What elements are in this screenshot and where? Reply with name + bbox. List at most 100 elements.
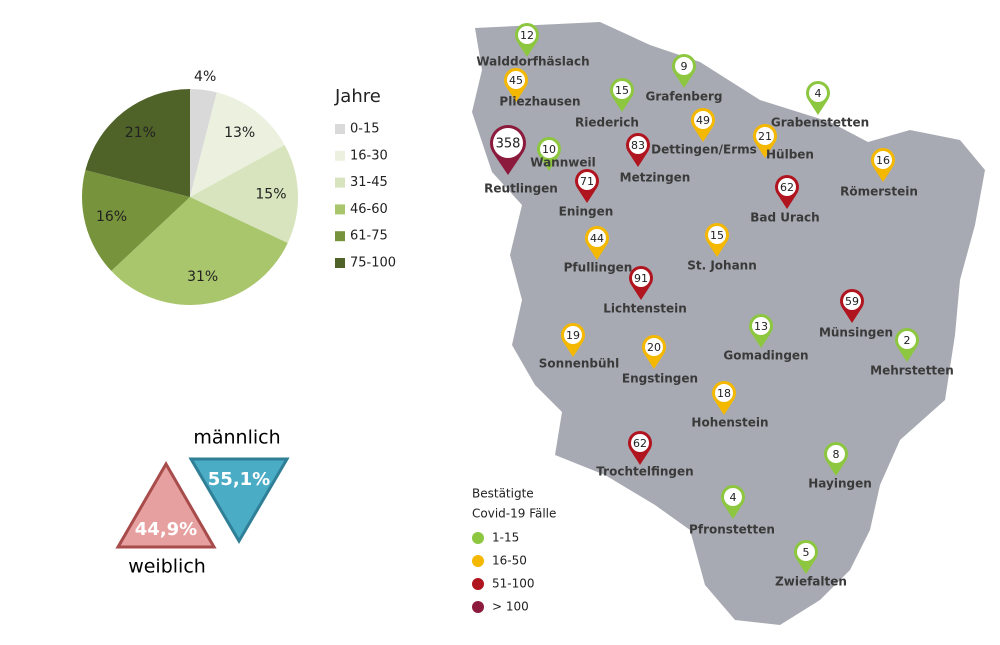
town-name: Pliezhausen: [499, 95, 580, 109]
town-name: Hülben: [766, 148, 814, 162]
pin-center: [898, 331, 916, 349]
town-cases: 62: [633, 437, 647, 450]
town-name: Trochtelfingen: [596, 465, 693, 479]
pie-legend-label: 16-30: [350, 148, 388, 163]
pie-legend-label: 46-60: [350, 202, 388, 217]
town-name: Grabenstetten: [771, 116, 869, 130]
pie-value-label: 31%: [187, 269, 218, 285]
pin-center: [588, 229, 606, 247]
town-name: Wannweil: [530, 156, 595, 170]
town-cases: 15: [710, 229, 724, 242]
pie-value-label: 15%: [255, 186, 286, 202]
pie-slice: [190, 144, 298, 243]
pie-legend-swatch: [335, 124, 345, 134]
map-legend-title: Bestätigte: [472, 487, 534, 501]
pie-slice: [190, 92, 285, 197]
pin-center: [540, 140, 558, 158]
town-name: Walddorfhäslach: [476, 55, 589, 69]
map-legend-label: > 100: [492, 600, 529, 614]
pie-legend-label: 31-45: [350, 175, 388, 190]
pie-value-label: 4%: [194, 69, 216, 85]
pie-value-label: 13%: [224, 125, 255, 141]
town-cases: 5: [803, 546, 810, 559]
pie-slice: [85, 89, 190, 197]
pin-center: [797, 543, 815, 561]
pie-legend-swatch: [335, 258, 345, 268]
pin-center: [564, 326, 582, 344]
female-value: 44,9%: [135, 519, 197, 540]
pie-slice: [190, 89, 217, 197]
town-cases: 18: [717, 387, 731, 400]
pin-center: [874, 151, 892, 169]
town-name: Grafenberg: [645, 90, 722, 104]
town-cases: 19: [566, 329, 580, 342]
town-cases: 71: [580, 175, 594, 188]
town-cases: 62: [780, 181, 794, 194]
map-legend-label: 1-15: [492, 531, 519, 545]
pin-center: [694, 111, 712, 129]
pin-center: [752, 317, 770, 335]
town-name: Mehrstetten: [870, 364, 954, 378]
town-name: Eningen: [559, 205, 614, 219]
map-legend-label: 51-100: [492, 577, 535, 591]
pin-center: [827, 445, 845, 463]
male-label: männlich: [193, 427, 280, 449]
pie-value-label: 21%: [125, 125, 156, 141]
town-cases: 13: [754, 320, 768, 333]
pin-center: [675, 57, 693, 75]
town-name: Sonnenbühl: [539, 357, 619, 371]
town-cases: 15: [615, 84, 629, 97]
female-triangle: [115, 461, 217, 549]
pin-center: [715, 384, 733, 402]
town-cases: 12: [520, 29, 534, 42]
town-name: Pfronstetten: [689, 523, 775, 537]
town-name: Bad Urach: [750, 211, 819, 225]
town-cases: 4: [815, 87, 822, 100]
town-name: Pfullingen: [564, 261, 633, 275]
pin-center: [507, 71, 525, 89]
pin-center: [613, 81, 631, 99]
town-cases: 16: [876, 154, 890, 167]
pin-center: [629, 136, 647, 154]
town-cases: 4: [730, 491, 737, 504]
map-legend-dot: [472, 601, 484, 613]
town-cases: 9: [681, 60, 688, 73]
town-name: Lichtenstein: [603, 302, 687, 316]
town-name: Hayingen: [808, 477, 872, 491]
pie-legend-label: 0-15: [350, 122, 380, 137]
town-name: Riederich: [575, 116, 639, 130]
pin-center: [724, 488, 742, 506]
map-legend-dot: [472, 532, 484, 544]
town-cases: 358: [496, 137, 521, 152]
town-name: Dettingen/Erms: [651, 143, 757, 157]
male-value: 55,1%: [208, 469, 270, 490]
town-name: St. Johann: [687, 259, 757, 273]
pie-legend-swatch: [335, 204, 345, 215]
pie-legend-title: Jahre: [334, 86, 381, 107]
pin-center: [778, 178, 796, 196]
district-map: [472, 22, 985, 625]
pin-center: [631, 434, 649, 452]
pie-legend-swatch: [335, 177, 345, 188]
town-cases: 59: [845, 295, 859, 308]
town-name: Gomadingen: [723, 349, 808, 363]
pin-center: [493, 128, 523, 158]
map-legend-dot: [472, 555, 484, 567]
town-name: Zwiefalten: [775, 575, 847, 589]
town-cases: 21: [758, 130, 772, 143]
male-triangle: [188, 457, 290, 544]
town-cases: 10: [542, 143, 556, 156]
pie-slice: [111, 197, 288, 305]
pie-legend-swatch: [335, 231, 345, 242]
map-legend-label: 16-50: [492, 554, 527, 568]
town-cases: 20: [647, 341, 661, 354]
pie-slice: [82, 170, 190, 271]
pie-legend-swatch: [335, 150, 345, 161]
town-name: Metzingen: [620, 171, 691, 185]
town-name: Münsingen: [819, 326, 893, 340]
pin-center: [632, 269, 650, 287]
town-cases: 8: [833, 448, 840, 461]
pin-center: [809, 84, 827, 102]
